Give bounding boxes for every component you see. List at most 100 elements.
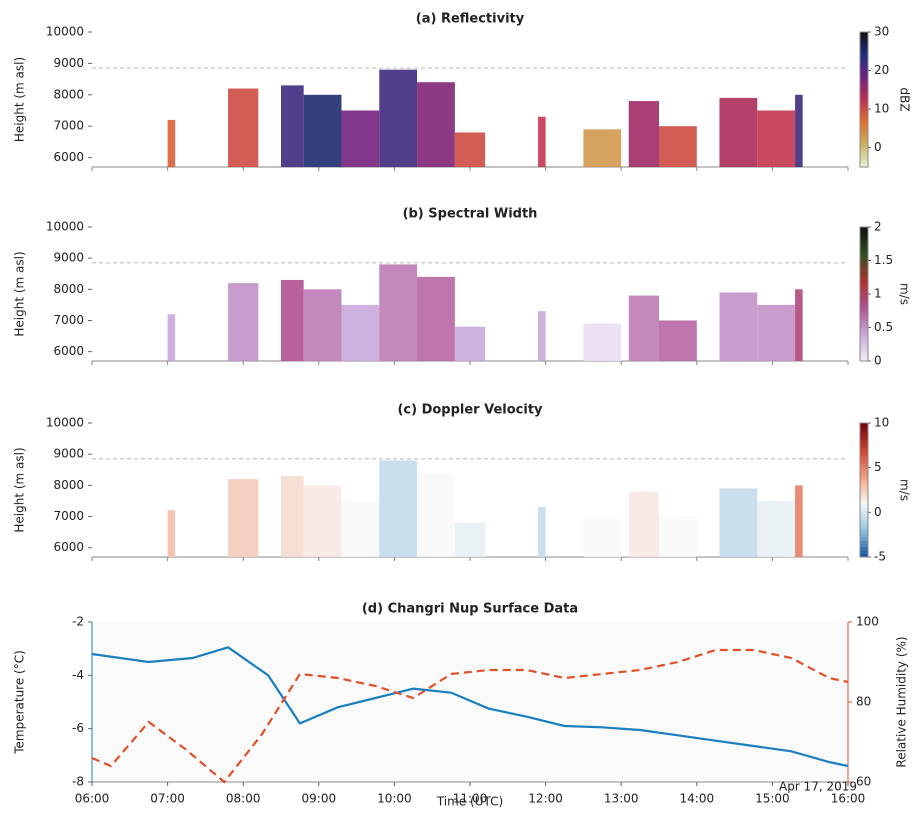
y-axis-label: Temperature (°C) <box>13 650 27 755</box>
colorbar-cell <box>860 477 868 481</box>
y-tick-label: 10000 <box>46 25 84 39</box>
colorbar-cell <box>860 291 868 295</box>
colorbar-cell <box>860 348 868 352</box>
colorbar-cell <box>860 446 868 450</box>
colorbar-cell <box>860 73 868 77</box>
colorbar-label: dBZ <box>898 87 912 111</box>
echo-cell <box>417 277 455 361</box>
colorbar-cell <box>860 443 868 447</box>
echo-cell <box>281 85 304 167</box>
colorbar-cell <box>860 281 868 285</box>
colorbar-tick-label: 0 <box>874 354 882 368</box>
echo-cell <box>341 110 379 167</box>
echo-cell <box>379 264 417 361</box>
colorbar-cell <box>860 473 868 477</box>
colorbar-cell <box>860 530 868 534</box>
colorbar-cell <box>860 284 868 288</box>
echo-cell <box>757 110 795 167</box>
echo-cell <box>583 129 621 167</box>
y-tick-label: -6 <box>72 721 84 735</box>
colorbar-cell <box>860 500 868 504</box>
colorbar-cell <box>860 480 868 484</box>
colorbar-cell <box>860 497 868 501</box>
x-tick-label: 14:00 <box>680 792 715 806</box>
echo-cell <box>417 473 455 557</box>
colorbar-cell <box>860 42 868 46</box>
echo-cell <box>757 305 795 361</box>
y-tick-label: 10000 <box>46 416 84 430</box>
panel-title: (b) Spectral Width <box>403 207 538 222</box>
colorbar-cell <box>860 463 868 467</box>
colorbar-cell <box>860 467 868 471</box>
y-tick-label: -8 <box>72 775 84 789</box>
colorbar-cell <box>860 540 868 544</box>
colorbar-cell <box>860 550 868 554</box>
colorbar-cell <box>860 324 868 328</box>
y-tick-label: 7000 <box>53 509 84 523</box>
y-axis-label: Height (m asl) <box>13 447 27 532</box>
colorbar-cell <box>860 351 868 355</box>
colorbar-cell <box>860 267 868 271</box>
colorbar-cell <box>860 69 868 73</box>
colorbar-cell <box>860 287 868 291</box>
colorbar-cell <box>860 440 868 444</box>
colorbar-cell <box>860 100 868 104</box>
x-axis-label: Time (UTC) <box>436 795 503 809</box>
colorbar-label: m/s <box>898 479 912 501</box>
echo-cell <box>281 280 304 361</box>
y-tick-label: 7000 <box>53 313 84 327</box>
x-tick-label: 08:00 <box>226 792 261 806</box>
y-tick-label: 8000 <box>53 87 84 101</box>
colorbar-tick-label: 1 <box>874 287 882 301</box>
y-tick-label: -2 <box>72 615 84 629</box>
colorbar-cell <box>860 547 868 551</box>
colorbar-tick-label: 0 <box>874 505 882 519</box>
echo-cell <box>304 289 342 361</box>
colorbar-cell <box>860 311 868 315</box>
colorbar-tick-label: 2 <box>874 220 882 234</box>
echo-cell <box>168 120 176 167</box>
colorbar-cell <box>860 487 868 491</box>
colorbar-cell <box>860 321 868 325</box>
colorbar-cell <box>860 457 868 461</box>
colorbar-cell <box>860 426 868 430</box>
colorbar-cell <box>860 237 868 241</box>
colorbar-cell <box>860 106 868 110</box>
echo-cell <box>168 314 176 361</box>
echo-cell <box>281 476 304 557</box>
colorbar-tick-label: -5 <box>874 550 886 564</box>
echo-cell <box>341 305 379 361</box>
colorbar-cell <box>860 490 868 494</box>
colorbar-tick-label: 1.5 <box>874 253 893 267</box>
echo-cell <box>659 320 697 361</box>
colorbar-cell <box>860 317 868 321</box>
colorbar-cell <box>860 520 868 524</box>
echo-cell <box>341 501 379 557</box>
colorbar-cell <box>860 314 868 318</box>
colorbar-cell <box>860 32 868 36</box>
y2-tick-label: 60 <box>856 775 871 789</box>
colorbar-cell <box>860 470 868 474</box>
colorbar-cell <box>860 341 868 345</box>
colorbar-cell <box>860 460 868 464</box>
colorbar-cell <box>860 328 868 332</box>
colorbar-cell <box>860 234 868 238</box>
plot-area <box>92 622 848 782</box>
colorbar-cell <box>860 113 868 117</box>
echo-cell <box>228 283 258 361</box>
colorbar-cell <box>860 154 868 158</box>
y2-tick-label: 80 <box>856 695 871 709</box>
colorbar-cell <box>860 46 868 50</box>
x-tick-label: 06:00 <box>75 792 110 806</box>
x-tick-label: 07:00 <box>150 792 185 806</box>
colorbar-cell <box>860 493 868 497</box>
y2-axis-label: Relative Humidity (%) <box>895 636 909 767</box>
colorbar-cell <box>860 230 868 234</box>
x-tick-label: 16:00 <box>831 792 866 806</box>
y-tick-label: 6000 <box>53 150 84 164</box>
colorbar-cell <box>860 517 868 521</box>
colorbar-cell <box>860 83 868 87</box>
colorbar-cell <box>860 257 868 261</box>
colorbar-cell <box>860 344 868 348</box>
colorbar-cell <box>860 430 868 434</box>
